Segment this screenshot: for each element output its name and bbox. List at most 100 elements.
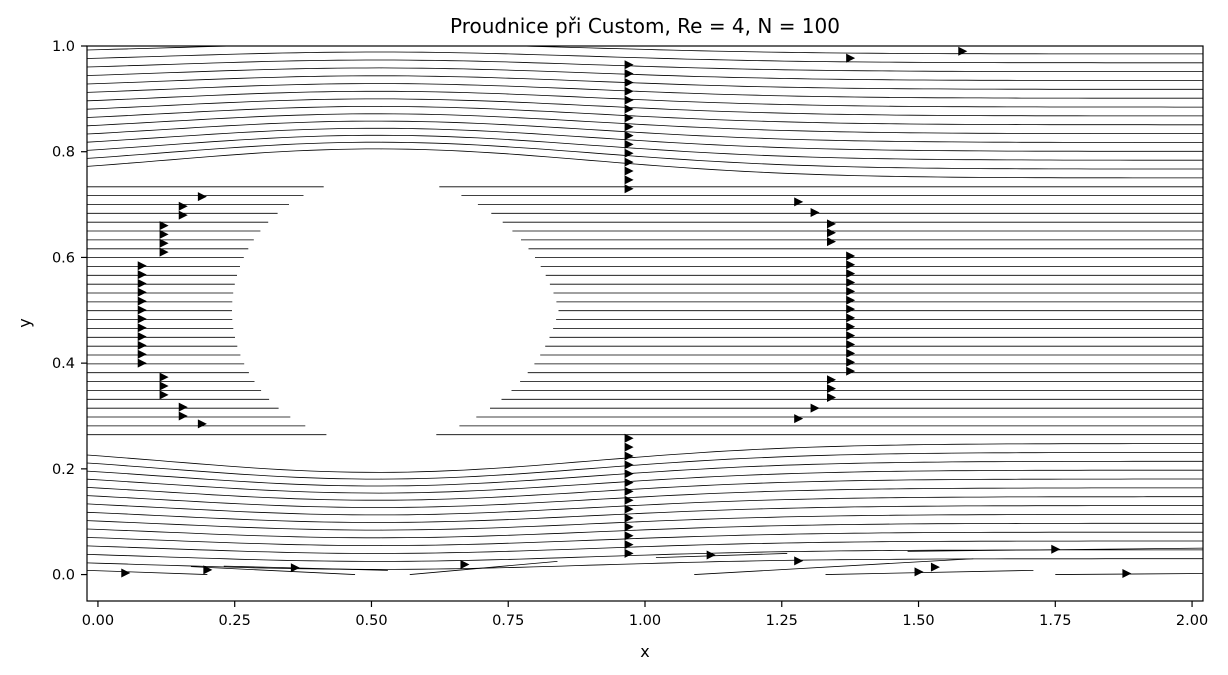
x-tick-label: 0.00: [82, 613, 114, 629]
flow-arrow: [624, 540, 634, 550]
flow-arrow: [624, 175, 634, 185]
flow-arrow: [827, 393, 836, 402]
flow-arrow: [624, 95, 634, 105]
x-axis: 0.00 0.25 0.50 0.75 1.00 1.25 1.50 1.75 2.00: [82, 601, 1208, 629]
streamline: [87, 46, 1203, 55]
flow-arrow: [846, 340, 856, 350]
flow-arrow: [137, 296, 147, 306]
x-tick-label: 0.75: [492, 613, 524, 629]
flow-arrow: [197, 192, 207, 202]
flow-arrow: [178, 402, 188, 412]
flow-arrow: [624, 148, 634, 158]
flow-arrow: [624, 486, 634, 496]
flow-arrow: [624, 451, 634, 461]
x-tick-label: 2.00: [1176, 613, 1208, 629]
flow-arrow: [827, 384, 836, 394]
streamline: [694, 558, 974, 575]
streamline: [87, 51, 1203, 64]
flow-arrow: [794, 556, 804, 566]
plot-area: [87, 46, 1203, 579]
streamline: [223, 565, 388, 571]
y-tick-label: 0.6: [52, 250, 75, 266]
flow-arrow: [1122, 569, 1132, 579]
flow-arrow: [846, 251, 856, 261]
flow-arrow: [810, 403, 820, 413]
flow-arrow: [846, 304, 856, 314]
flow-arrow: [624, 522, 634, 532]
flow-arrow: [137, 270, 147, 280]
flow-arrow: [159, 247, 169, 257]
y-tick-label: 1.0: [52, 39, 75, 55]
flow-arrow: [846, 366, 856, 376]
flow-arrow: [624, 513, 634, 523]
flow-arrow: [810, 208, 820, 217]
flow-arrow: [624, 495, 634, 505]
flow-arrow: [827, 375, 836, 385]
streamline: [87, 487, 1203, 508]
flow-arrow: [159, 221, 169, 231]
y-tick-label: 0.0: [52, 568, 75, 584]
flow-arrow: [846, 278, 856, 288]
streamline: [87, 75, 1203, 90]
flow-arrow: [846, 357, 856, 367]
x-tick-label: 1.50: [902, 613, 934, 629]
flow-arrow: [958, 46, 968, 56]
flow-arrow: [178, 210, 188, 220]
chart-title: Proudnice při Custom, Re = 4, N = 100: [450, 14, 840, 38]
flow-arrow: [624, 113, 634, 123]
streamline: [655, 553, 788, 559]
flow-arrow: [159, 372, 169, 382]
flow-arrow: [137, 323, 147, 333]
x-tick-label: 1.75: [1039, 613, 1071, 629]
arrows-layer: [121, 46, 1132, 579]
flow-arrow: [137, 314, 147, 324]
flow-arrow: [137, 349, 147, 359]
streamline: [87, 141, 1203, 170]
flow-arrow: [460, 560, 470, 570]
streamline: [87, 59, 1203, 72]
streamline: [87, 469, 1203, 494]
streamlines-layer: [87, 46, 1203, 575]
x-tick-label: 1.25: [766, 613, 798, 629]
flow-arrow: [178, 201, 188, 211]
flow-arrow: [827, 219, 836, 229]
flow-arrow: [846, 53, 856, 63]
flow-arrow: [624, 478, 634, 488]
streamline: [87, 443, 1203, 473]
streamline: [87, 531, 1203, 546]
flow-arrow: [137, 305, 147, 315]
flow-arrow: [794, 414, 804, 424]
streamline: [87, 514, 1203, 531]
streamline: [87, 148, 1203, 179]
streamline: [87, 120, 1203, 143]
flow-arrow: [178, 411, 188, 421]
flow-arrow: [846, 260, 856, 270]
flow-arrow: [846, 348, 856, 358]
flow-arrow: [794, 197, 804, 207]
flow-arrow: [137, 287, 147, 297]
flow-arrow: [846, 286, 856, 296]
flow-arrow: [846, 313, 856, 323]
flow-arrow: [930, 562, 940, 572]
flow-arrow: [846, 331, 856, 341]
flow-arrow: [624, 442, 634, 452]
streamline: [87, 505, 1203, 523]
flow-arrow: [846, 295, 856, 305]
flow-arrow: [624, 104, 634, 114]
flow-arrow: [624, 77, 634, 87]
flow-arrow: [624, 504, 634, 514]
flow-arrow: [159, 229, 169, 239]
streamline: [87, 127, 1203, 152]
flow-arrow: [706, 550, 716, 560]
streamline: [190, 566, 356, 575]
streamline: [87, 134, 1203, 161]
flow-arrow: [624, 531, 634, 541]
streamline: [87, 540, 1203, 554]
flow-arrow: [846, 322, 856, 332]
flow-arrow: [624, 460, 634, 470]
streamline: [87, 106, 1203, 126]
flow-arrow: [624, 139, 634, 149]
flow-arrow: [624, 122, 634, 132]
streamline: [87, 522, 1203, 539]
